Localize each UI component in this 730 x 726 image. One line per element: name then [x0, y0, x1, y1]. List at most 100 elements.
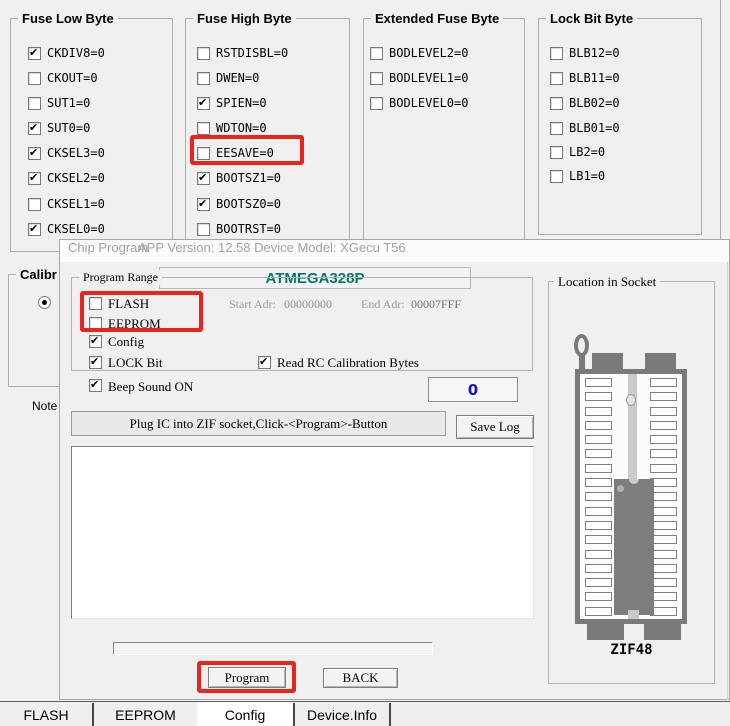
checkbox-blb02[interactable] [550, 97, 563, 110]
socket-type-label: ZIF48 [610, 642, 653, 658]
tab-flash[interactable]: FLASH [23, 706, 69, 723]
checkbox-beep-sound[interactable] [89, 378, 102, 392]
checkbox-bootsz0[interactable] [197, 197, 210, 211]
checkbox-ckout[interactable] [28, 72, 41, 85]
checkbox-flash[interactable] [89, 297, 102, 310]
checkbox-cksel1[interactable] [28, 198, 41, 211]
dialog-edge-line [727, 262, 728, 700]
fuse-label-bodlevel2: BODLEVEL2=0 [389, 46, 469, 60]
dialog-titlebar[interactable]: Chip Program APP Version: 12.58 Device M… [60, 240, 729, 262]
tab-config[interactable]: Config [197, 702, 293, 726]
save-log-button[interactable]: Save Log [456, 415, 534, 439]
log-output-area[interactable] [71, 446, 534, 619]
checkbox-eesave[interactable] [197, 147, 210, 160]
lock-label-blb11: BLB11=0 [569, 71, 620, 85]
socket-lever-icon [574, 334, 589, 357]
fuse-label-bodlevel0: BODLEVEL0=0 [389, 96, 469, 110]
calibration-radio[interactable] [38, 296, 51, 309]
chip-in-socket [614, 479, 654, 615]
fuse-label-ckdiv8: CKDIV8=0 [47, 46, 105, 60]
tab-divider [293, 703, 295, 726]
progress-bar [113, 642, 433, 655]
lock-label-lb1: LB1=0 [569, 169, 606, 183]
tab-divider [389, 703, 391, 726]
lock-label-blb12: BLB12=0 [569, 46, 620, 60]
socket-pin-column-left [585, 378, 612, 621]
back-button[interactable]: BACK [323, 668, 398, 688]
checkbox-rstdisbl[interactable] [197, 47, 210, 60]
chip-notch [629, 479, 639, 484]
end-adr-label: End Adr: [361, 297, 405, 311]
group-calibration: Calibr [8, 267, 80, 387]
lock-label-blb02: BLB02=0 [569, 96, 620, 110]
dialog-title: Chip Program [68, 240, 149, 255]
end-adr-value: 00007FFF [411, 297, 462, 311]
device-name-header: ATMEGA328P [159, 267, 471, 289]
start-adr-label: Start Adr: [229, 297, 276, 311]
checkbox-cksel0[interactable] [28, 222, 41, 236]
group-title: Fuse High Byte [193, 11, 296, 26]
checkbox-lock-bit[interactable] [89, 355, 102, 369]
group-title: Extended Fuse Byte [371, 11, 504, 26]
checkbox-bootsz1[interactable] [197, 171, 210, 185]
checkbox-cksel3[interactable] [28, 146, 41, 160]
checkbox-blb12[interactable] [550, 47, 563, 60]
checkbox-cksel2[interactable] [28, 171, 41, 185]
fuse-label-spien: SPIEN=0 [216, 96, 267, 110]
beep-sound-label: Beep Sound ON [108, 379, 194, 394]
socket-top-tab-left [592, 353, 623, 369]
group-lock-bit-byte: Lock Bit Byte [538, 11, 702, 235]
fuse-label-wdton: WDTON=0 [216, 121, 267, 135]
chip-pin1-dot [617, 485, 624, 492]
checkbox-sut0[interactable] [28, 121, 41, 135]
fuse-label-bootsz1: BOOTSZ1=0 [216, 171, 282, 185]
fuse-label-bootsz0: BOOTSZ0=0 [216, 197, 282, 211]
checkbox-blb11[interactable] [550, 72, 563, 85]
checkbox-wdton[interactable] [197, 122, 210, 135]
group-title: Lock Bit Byte [546, 11, 638, 26]
checkbox-bodlevel0[interactable] [370, 97, 383, 110]
checkbox-eeprom[interactable] [89, 317, 102, 330]
checkbox-lb2[interactable] [550, 146, 563, 159]
checkbox-ckdiv8[interactable] [28, 46, 41, 60]
fuse-label-cksel0: CKSEL0=0 [47, 222, 105, 236]
config-label: Config [108, 334, 145, 349]
checkbox-bodlevel1[interactable] [370, 72, 383, 85]
fuse-label-bootrst: BOOTRST=0 [216, 222, 282, 236]
tab-divider [92, 703, 94, 726]
group-title: Calibr [16, 267, 61, 282]
checkbox-spien[interactable] [197, 96, 210, 110]
fuse-label-dwen: DWEN=0 [216, 71, 260, 85]
checkbox-dwen[interactable] [197, 72, 210, 85]
checkbox-lb1[interactable] [550, 170, 563, 183]
fuse-label-rstdisbl: RSTDISBL=0 [216, 46, 289, 60]
socket-lever-stem [579, 355, 585, 371]
eeprom-label: EEPROM [108, 316, 161, 331]
fuse-label-bodlevel1: BODLEVEL1=0 [389, 71, 469, 85]
fuse-label-cksel1: CKSEL1=0 [47, 197, 105, 211]
group-location-in-socket: Location in Socket ZIF48 [548, 274, 715, 684]
checkbox-bodlevel2[interactable] [370, 47, 383, 60]
tab-device-info[interactable]: Device.Info [306, 706, 378, 723]
fuse-label-sut1: SUT1=0 [47, 96, 91, 110]
fuse-label-ckout: CKOUT=0 [47, 71, 98, 85]
checkbox-blb01[interactable] [550, 122, 563, 135]
note-label: Note [32, 399, 58, 413]
checkbox-read-rc-calibration[interactable] [258, 355, 271, 369]
checkbox-config[interactable] [89, 334, 102, 348]
program-button[interactable]: Program [208, 667, 286, 688]
fuse-label-sut0: SUT0=0 [47, 121, 91, 135]
checkbox-bootrst[interactable] [197, 223, 210, 236]
start-adr-value: 00000000 [284, 297, 332, 311]
bottom-tab-bar: FLASH EEPROM Config Device.Info [0, 701, 730, 726]
group-program-range: Program Range [71, 270, 533, 371]
tab-eeprom[interactable]: EEPROM [115, 706, 176, 723]
group-title: Program Range [79, 270, 162, 285]
flash-label: FLASH [108, 296, 150, 311]
fuse-label-eesave: EESAVE=0 [216, 146, 274, 160]
checkbox-sut1[interactable] [28, 97, 41, 110]
socket-bottom-tab [628, 610, 639, 619]
dialog-subtitle: APP Version: 12.58 Device Model: XGecu T… [138, 240, 406, 255]
fuse-label-cksel2: CKSEL2=0 [47, 171, 105, 185]
lock-bit-label: LOCK Bit [108, 355, 163, 370]
